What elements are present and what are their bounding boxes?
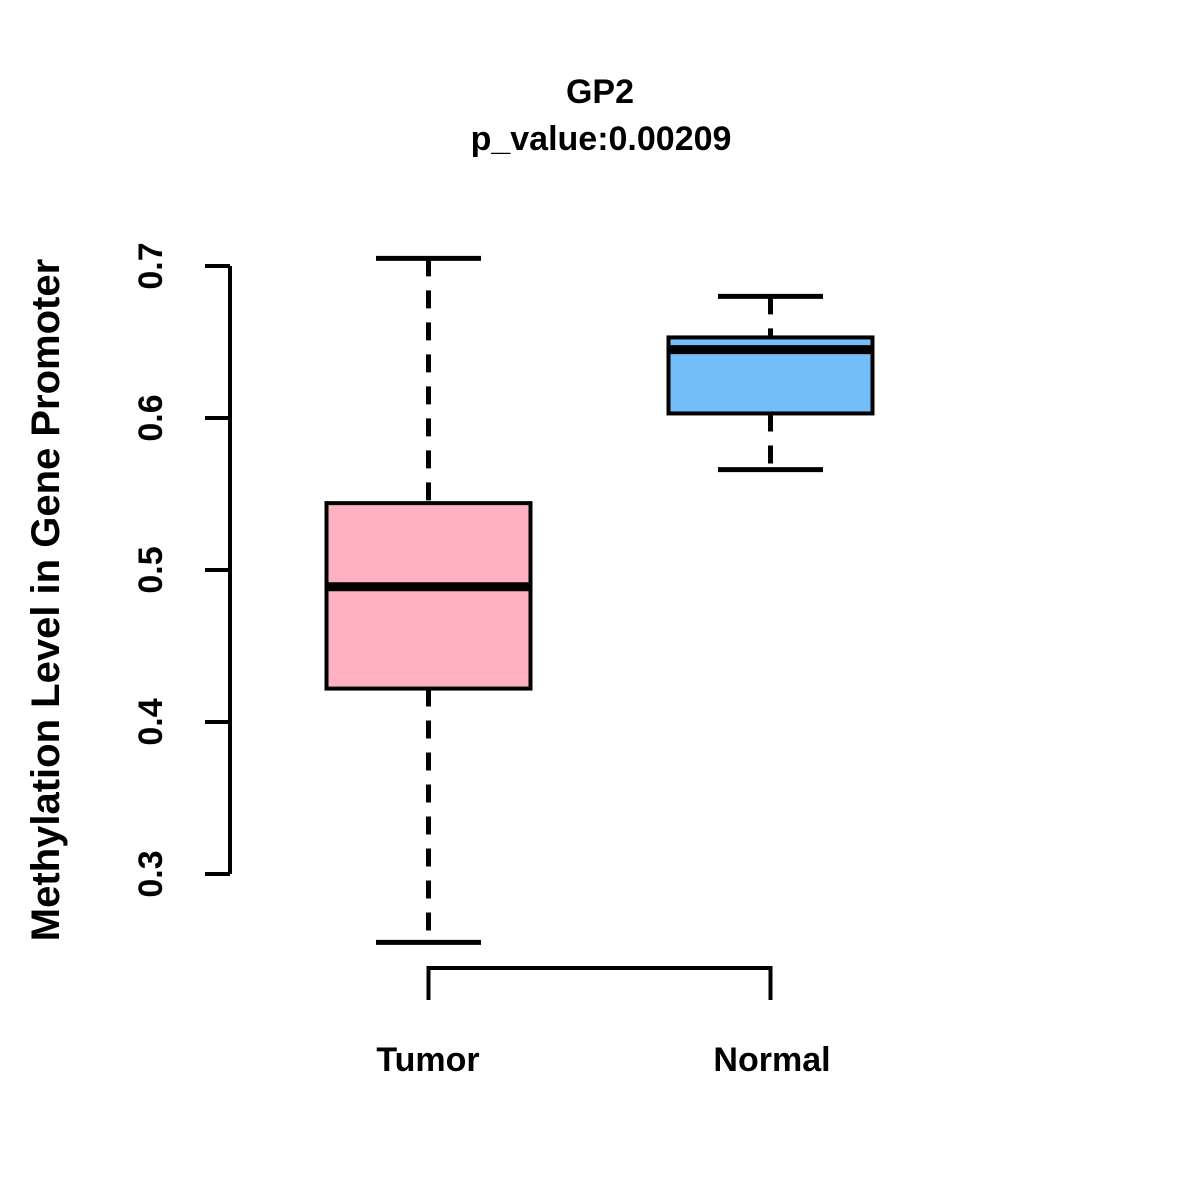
y-tick-label-2: 0.5 [132, 546, 170, 594]
chart-subtitle: p_value:0.00209 [470, 120, 732, 158]
y-tick-label-0: 0.3 [132, 850, 170, 898]
y-tick-label-3: 0.6 [132, 394, 170, 442]
iqr-box-tumor [324, 501, 533, 691]
x-category-label-normal: Normal [713, 1041, 831, 1079]
x-axis-bracket [426, 966, 773, 1000]
x-category-label-tumor: Tumor [376, 1041, 480, 1079]
y-tick-label-4: 0.7 [132, 242, 170, 290]
y-tick-label-1: 0.4 [132, 698, 170, 746]
y-axis-title: Methylation Level in Gene Promoter [24, 258, 68, 942]
chart-title: GP2 [565, 73, 635, 111]
